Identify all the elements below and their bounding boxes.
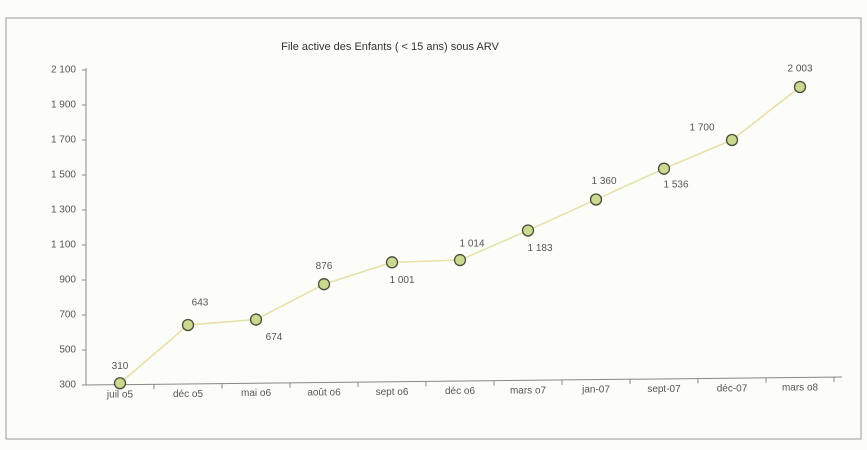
- x-tick-label: mars o7: [510, 385, 547, 396]
- data-point: [793, 80, 807, 94]
- y-tick-label: 700: [59, 310, 76, 321]
- y-tick-label: 1 900: [51, 100, 76, 111]
- x-tick-label: déc o5: [173, 389, 203, 400]
- data-label: 1 183: [527, 243, 552, 254]
- data-label: 1 014: [459, 239, 484, 250]
- y-tick-label: 300: [59, 380, 76, 391]
- data-label: 674: [266, 332, 283, 343]
- y-tick-label: 1 100: [51, 240, 76, 251]
- data-point: [589, 193, 603, 206]
- data-point: [113, 377, 127, 390]
- y-tick-label: 1 700: [51, 135, 76, 146]
- x-tick-label: sept-07: [647, 384, 681, 395]
- data-label: 876: [316, 261, 333, 272]
- y-tick-label: 1 500: [51, 170, 76, 181]
- data-label: 1 700: [689, 123, 714, 134]
- x-tick-label: juil o5: [106, 390, 134, 401]
- data-label: 2 003: [787, 64, 812, 75]
- data-label: 643: [192, 298, 209, 309]
- data-point: [453, 253, 467, 267]
- x-tick-label: mars o8: [782, 383, 819, 394]
- x-axis: [85, 376, 843, 386]
- data-point: [385, 256, 399, 269]
- data-label: 1 536: [663, 179, 688, 190]
- y-tick-label: 1 300: [51, 205, 76, 216]
- data-point: [725, 133, 739, 147]
- x-tick-label: sept o6: [376, 387, 409, 398]
- data-point: [181, 318, 195, 332]
- y-tick-label: 500: [59, 345, 76, 356]
- y-tick-label: 900: [59, 275, 76, 286]
- x-tick-label: mai o6: [241, 388, 271, 399]
- data-point: [521, 224, 535, 237]
- x-tick-label: août o6: [307, 388, 341, 399]
- x-tick-label: déc o6: [445, 386, 475, 397]
- data-label: 310: [112, 361, 129, 372]
- chart-title: File active des Enfants ( < 15 ans) sous…: [281, 41, 499, 53]
- x-tick-label: déc-07: [717, 383, 748, 394]
- data-point: [657, 162, 671, 175]
- y-tick-label: 2 100: [51, 65, 76, 76]
- data-label: 1 360: [591, 176, 616, 187]
- chart-frame: [5, 17, 862, 440]
- data-label: 1 001: [389, 275, 414, 286]
- data-point: [249, 313, 263, 326]
- data-point: [317, 278, 331, 291]
- x-tick-label: jan-07: [581, 385, 610, 396]
